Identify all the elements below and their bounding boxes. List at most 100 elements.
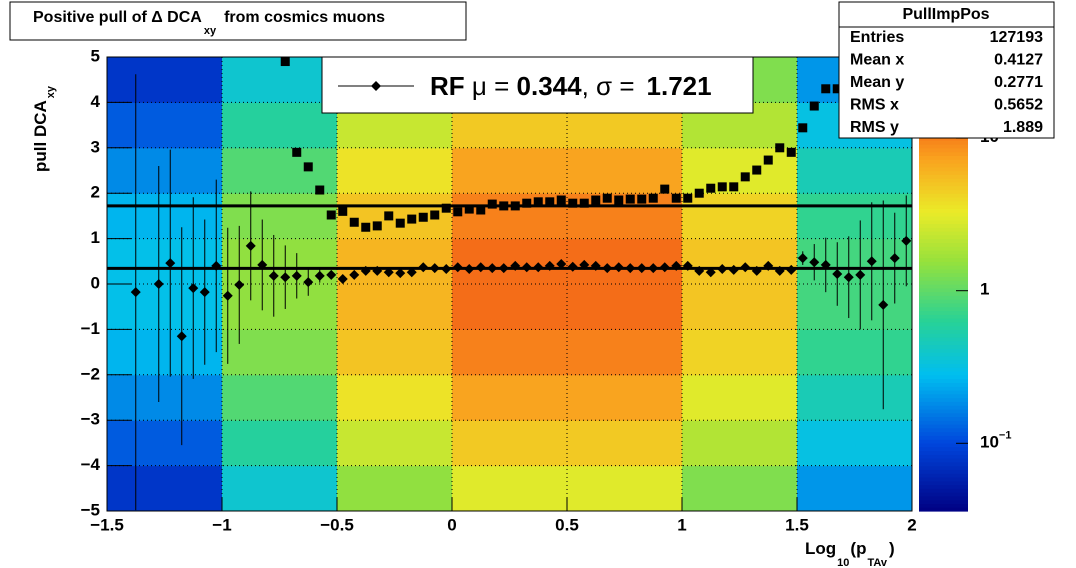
palette-step [919,178,968,183]
palette-step [919,287,968,293]
mean-marker [245,240,256,251]
sigma-marker [660,184,670,194]
palette-step [919,420,968,425]
y-label-text: pull DCA [31,100,50,172]
title-text: Positive pull of Δ DCA [33,9,202,26]
mean-marker [820,259,831,270]
heat-cell [452,238,568,285]
heat-cell [222,374,338,421]
heat-cell [337,465,453,511]
mean-marker [648,263,659,274]
palette-step [919,352,968,357]
title-sub: xy [204,25,217,37]
y-label-sub: xy [45,85,57,98]
y-tick-label: 0 [91,273,100,292]
y-tick-label: 5 [91,46,100,65]
palette-step [919,458,968,463]
palette-step [919,488,968,493]
legend-name: RF [430,71,465,101]
palette-step [919,272,968,278]
legend-sigma: 1.721 [647,71,712,101]
mean-marker [740,262,751,273]
x-label-end: ) [889,539,895,558]
palette-step [919,196,968,202]
heat-cell [337,374,453,421]
z-tick-base: 1 [980,280,989,299]
mean-marker [510,260,521,271]
palette-step [919,495,968,501]
mean-marker [406,267,417,278]
z-tick-exponent: −1 [999,429,1012,441]
mean-marker [153,279,164,289]
palette-step [919,193,968,198]
sigma-marker [407,214,417,224]
palette-step [919,333,968,338]
palette-step [919,310,968,315]
heat-cell [797,420,912,467]
palette-step [919,170,968,175]
x-label-mid: (p [850,539,866,558]
mean-marker [464,264,475,275]
palette-step [919,442,968,448]
palette-step [919,405,968,410]
palette-step [919,223,968,228]
sigma-marker [349,217,359,227]
palette-step [919,340,968,346]
sigma-marker [510,201,520,211]
palette-step [919,393,968,399]
mean-marker [498,263,509,274]
stats-label: Mean y [850,74,904,91]
heat-cell [452,465,568,511]
sigma-marker [464,204,474,214]
sigma-marker [809,101,819,111]
mean-marker [659,262,670,273]
title-end: from cosmics muons [224,9,385,26]
mean-marker [337,274,348,285]
heat-cell [107,193,223,240]
palette-step [919,246,968,251]
palette-step [919,439,968,444]
palette-step [919,321,968,327]
mean-marker [280,272,291,283]
palette-step [919,140,968,145]
stats-title: PullImpPos [902,6,989,23]
x-tick-label: −1.5 [90,515,124,534]
mean-marker [533,262,544,273]
palette-step [919,363,968,368]
heat-cell [567,329,683,376]
palette-step [919,408,968,414]
heat-cell [107,57,223,103]
mean-marker [372,265,383,276]
palette-step [919,476,968,482]
heat-cell [682,284,798,330]
heat-cell [107,238,223,285]
palette-step [919,461,968,467]
mean-marker [429,263,440,274]
y-tick-label: 4 [91,92,101,111]
heat-cell [797,465,912,511]
y-tick-label: −4 [81,455,101,474]
palette-step [919,280,968,285]
heat-cell [222,420,338,467]
x-label-sub2: TAv [867,557,887,568]
palette-step [919,435,968,440]
mean-marker [291,270,302,281]
palette-step [919,204,968,209]
sigma-marker [832,84,842,94]
mean-marker [199,287,210,298]
heat-cell [797,147,912,194]
mean-marker [625,263,636,274]
sigma-marker [752,165,762,175]
palette-step [919,336,968,342]
palette-step [919,212,968,217]
heat-cell [567,374,683,421]
stats-value: 0.5652 [994,97,1043,114]
sigma-marker [292,147,302,157]
palette-step [919,181,968,187]
palette-step [919,189,968,194]
legend-mean-symbol: μ = [472,71,509,101]
palette-step [919,499,968,505]
heat-cell [222,57,338,103]
mean-marker [211,260,222,271]
sigma-marker [545,197,555,207]
